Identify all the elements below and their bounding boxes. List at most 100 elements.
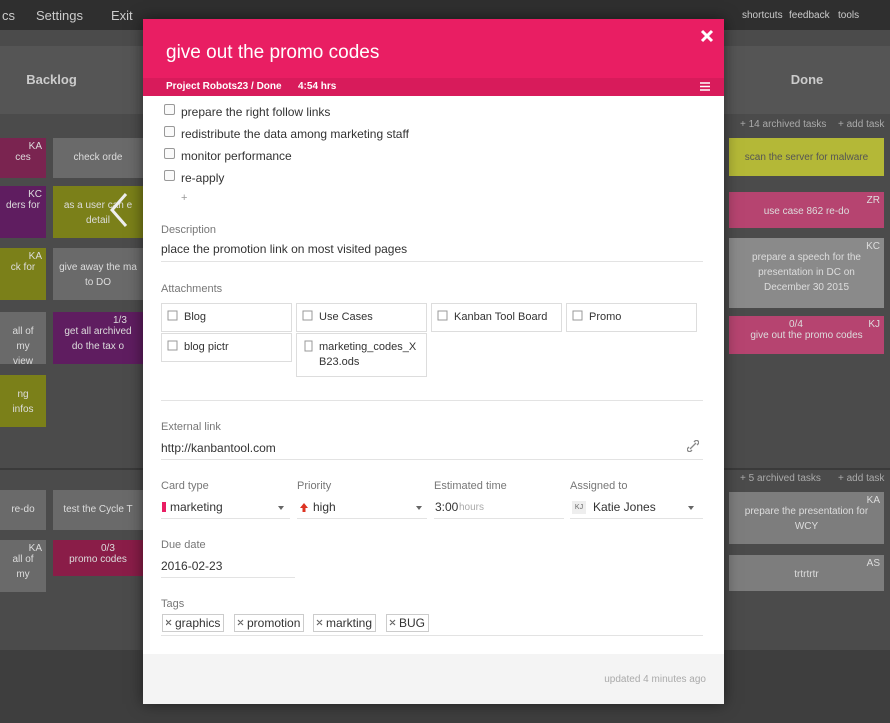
estimated-time[interactable]: 3:00 bbox=[435, 500, 459, 514]
card-text: check orde bbox=[73, 152, 123, 163]
assignee[interactable]: Katie Jones bbox=[593, 500, 656, 514]
dropdown-arrow bbox=[416, 506, 422, 510]
card[interactable]: ng infos bbox=[0, 375, 46, 427]
card-modal: give out the promo codes Project Robots2… bbox=[143, 19, 724, 704]
card[interactable]: 1/3 get all archived do the tax o bbox=[53, 312, 143, 364]
underline bbox=[161, 577, 295, 578]
card-text: all of my bbox=[12, 554, 34, 580]
checklist-item[interactable]: re-apply bbox=[181, 171, 225, 185]
card[interactable]: test the Cycle T bbox=[53, 490, 143, 530]
card[interactable]: KA ck for bbox=[0, 248, 46, 300]
card-text: trtrtrtr bbox=[794, 569, 819, 580]
card[interactable]: KA ces bbox=[0, 138, 46, 178]
checklist-item[interactable]: redistribute the data among marketing st… bbox=[181, 127, 409, 141]
underline bbox=[434, 518, 564, 519]
add-task[interactable]: + add task bbox=[838, 473, 885, 484]
underline bbox=[161, 518, 290, 519]
checkbox[interactable] bbox=[164, 126, 175, 137]
card[interactable]: scan the server for malware bbox=[729, 138, 884, 176]
card[interactable]: KC ders for bbox=[0, 186, 46, 238]
tag[interactable]: markting bbox=[313, 614, 377, 632]
underline bbox=[297, 518, 427, 519]
badge: KA bbox=[28, 251, 42, 262]
card[interactable]: AS trtrtrtr bbox=[729, 555, 884, 591]
card[interactable]: give away the ma to DO bbox=[53, 248, 143, 300]
card[interactable]: KA all of my bbox=[0, 540, 46, 592]
menu-item[interactable]: Exit bbox=[111, 8, 133, 23]
modal-title[interactable]: give out the promo codes bbox=[166, 42, 380, 63]
badge: KC bbox=[866, 241, 880, 252]
card[interactable]: ZR use case 862 re-do bbox=[729, 192, 884, 228]
menu-item[interactable]: cs bbox=[2, 8, 15, 23]
menu-item[interactable]: shortcuts bbox=[742, 10, 783, 21]
external-link[interactable]: http://kanbantool.com bbox=[161, 441, 276, 455]
card[interactable]: KA prepare the presentation for WCY bbox=[729, 492, 884, 544]
underline bbox=[161, 261, 703, 262]
avatar: KJ bbox=[572, 501, 586, 514]
card[interactable]: check orde bbox=[53, 138, 143, 178]
checkbox[interactable] bbox=[164, 148, 175, 159]
prev-arrow[interactable] bbox=[106, 190, 132, 230]
counter: 1/3 bbox=[113, 315, 127, 326]
attachment[interactable]: blog pictr bbox=[161, 333, 292, 362]
link-icon[interactable] bbox=[687, 440, 699, 452]
priority-icon bbox=[300, 503, 308, 512]
archived-link[interactable]: + 14 archived tasks bbox=[740, 119, 827, 130]
attachment[interactable]: Use Cases bbox=[296, 303, 427, 332]
field-label: Description bbox=[161, 224, 217, 236]
add-checklist-item[interactable]: + bbox=[181, 192, 188, 204]
card-text: prepare a speech for the presentation in… bbox=[752, 252, 861, 293]
card-text: get all archived do the tax o bbox=[64, 326, 132, 352]
attachment-name: marketing_codes_XB23.ods bbox=[319, 341, 417, 368]
menu-icon[interactable] bbox=[700, 82, 711, 91]
menu-item[interactable]: feedback bbox=[789, 10, 830, 21]
card-text: re-do bbox=[11, 504, 35, 515]
attachment[interactable]: Blog bbox=[161, 303, 292, 332]
tag[interactable]: graphics bbox=[162, 614, 225, 632]
priority[interactable]: high bbox=[313, 500, 336, 514]
due-date[interactable]: 2016-02-23 bbox=[161, 559, 223, 573]
checklist-item[interactable]: monitor performance bbox=[181, 149, 292, 163]
description[interactable]: place the promotion link on most visited… bbox=[161, 242, 408, 256]
tag[interactable]: BUG bbox=[386, 614, 430, 632]
archived-link[interactable]: + 5 archived tasks bbox=[740, 473, 821, 484]
attachment[interactable]: Kanban Tool Board bbox=[431, 303, 562, 332]
attachment-name: Blog bbox=[184, 311, 207, 323]
dropdown-arrow bbox=[688, 506, 694, 510]
breadcrumb[interactable]: Project Robots23 / Done bbox=[166, 81, 282, 92]
card[interactable]: all of my view bbox=[0, 312, 46, 364]
column-header: Backlog bbox=[0, 46, 143, 114]
tag-text: promotion bbox=[247, 616, 301, 630]
card[interactable]: 0/4 KJ give out the promo codes bbox=[729, 316, 884, 354]
menu-item[interactable]: Settings bbox=[36, 8, 83, 23]
attachment-icons bbox=[167, 310, 583, 352]
card-text: ng infos bbox=[12, 389, 34, 415]
checklist-item[interactable]: prepare the right follow links bbox=[181, 105, 331, 119]
tag[interactable]: promotion bbox=[234, 614, 305, 632]
attachment[interactable]: Promo bbox=[566, 303, 697, 332]
field-label: Assigned to bbox=[570, 480, 628, 492]
field-label: Tags bbox=[161, 598, 185, 610]
checkbox[interactable] bbox=[164, 170, 175, 181]
separator bbox=[161, 400, 703, 401]
column-title: Done bbox=[790, 72, 824, 87]
badge: KA bbox=[866, 495, 880, 506]
add-task[interactable]: + add task bbox=[838, 119, 885, 130]
checkbox[interactable] bbox=[164, 104, 175, 115]
time-spent: 4:54 hrs bbox=[298, 81, 337, 92]
card[interactable]: KC prepare a speech for the presentation … bbox=[729, 238, 884, 308]
menu-item[interactable]: tools bbox=[838, 10, 860, 21]
card[interactable]: as a user can e detail bbox=[53, 186, 143, 238]
card-text: test the Cycle T bbox=[63, 504, 133, 515]
card-type[interactable]: marketing bbox=[170, 500, 223, 514]
badge: KA bbox=[28, 543, 42, 554]
close-button[interactable] bbox=[700, 29, 714, 43]
attachment[interactable]: marketing_codes_XB23.ods bbox=[296, 333, 427, 377]
card-text: use case 862 re-do bbox=[763, 206, 850, 217]
badge: KC bbox=[28, 189, 42, 200]
tag-text: graphics bbox=[175, 616, 221, 630]
card[interactable]: 0/3 promo codes bbox=[53, 540, 143, 576]
attachment-name: Promo bbox=[589, 311, 622, 323]
card[interactable]: re-do bbox=[0, 490, 46, 530]
tag-remove-icons[interactable] bbox=[166, 619, 426, 627]
